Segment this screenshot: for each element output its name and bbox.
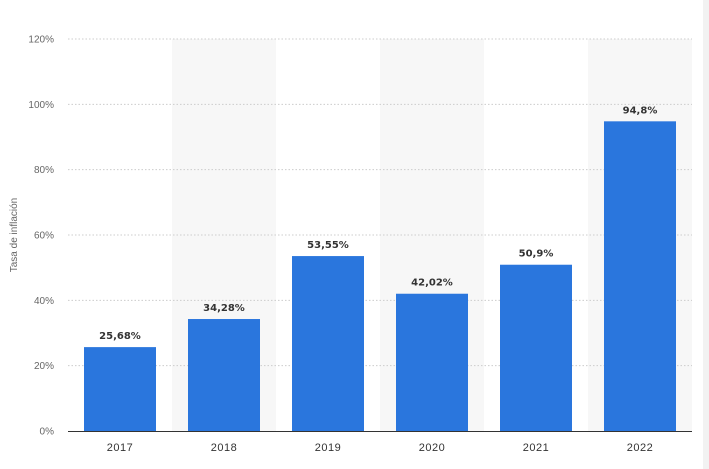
data-labels: 25,68% 34,28% 53,55% 42,02% 50,9% 94,8%	[99, 105, 657, 342]
x-axis-ticks: 2017 2018 2019 2020 2021 2022	[107, 442, 653, 454]
x-tick-label-2019: 2019	[315, 442, 341, 454]
x-tick-label-2017: 2017	[107, 442, 133, 454]
y-tick-label: 60%	[34, 231, 54, 242]
bar-2020	[396, 293, 468, 431]
bar-2019	[292, 256, 364, 431]
y-tick-label: 120%	[28, 35, 54, 46]
y-tick-label: 80%	[34, 165, 54, 176]
bars	[84, 121, 676, 431]
y-axis-ticks: 0% 20% 40% 60% 80% 100% 120%	[28, 35, 54, 438]
data-label-2017: 25,68%	[99, 331, 141, 342]
x-tick-label-2021: 2021	[523, 442, 549, 454]
x-tick-label-2020: 2020	[419, 442, 445, 454]
y-axis-title: Tasa de inflación	[9, 198, 20, 273]
data-label-2020: 42,02%	[411, 278, 453, 289]
bar-2022	[604, 121, 676, 431]
y-tick-label: 0%	[40, 427, 55, 438]
bar-2017	[84, 347, 156, 431]
y-tick-label: 100%	[28, 100, 54, 111]
bar-2021	[500, 264, 572, 431]
bar-2018	[188, 319, 260, 431]
x-tick-label-2022: 2022	[627, 442, 653, 454]
scroll-edge	[703, 0, 709, 469]
data-label-2021: 50,9%	[519, 249, 554, 260]
data-label-2022: 94,8%	[623, 105, 658, 116]
x-tick-label-2018: 2018	[211, 442, 237, 454]
data-label-2018: 34,28%	[203, 303, 245, 314]
y-tick-label: 40%	[34, 296, 54, 307]
y-tick-label: 20%	[34, 361, 54, 372]
data-label-2019: 53,55%	[307, 240, 349, 251]
gridlines	[68, 38, 692, 367]
